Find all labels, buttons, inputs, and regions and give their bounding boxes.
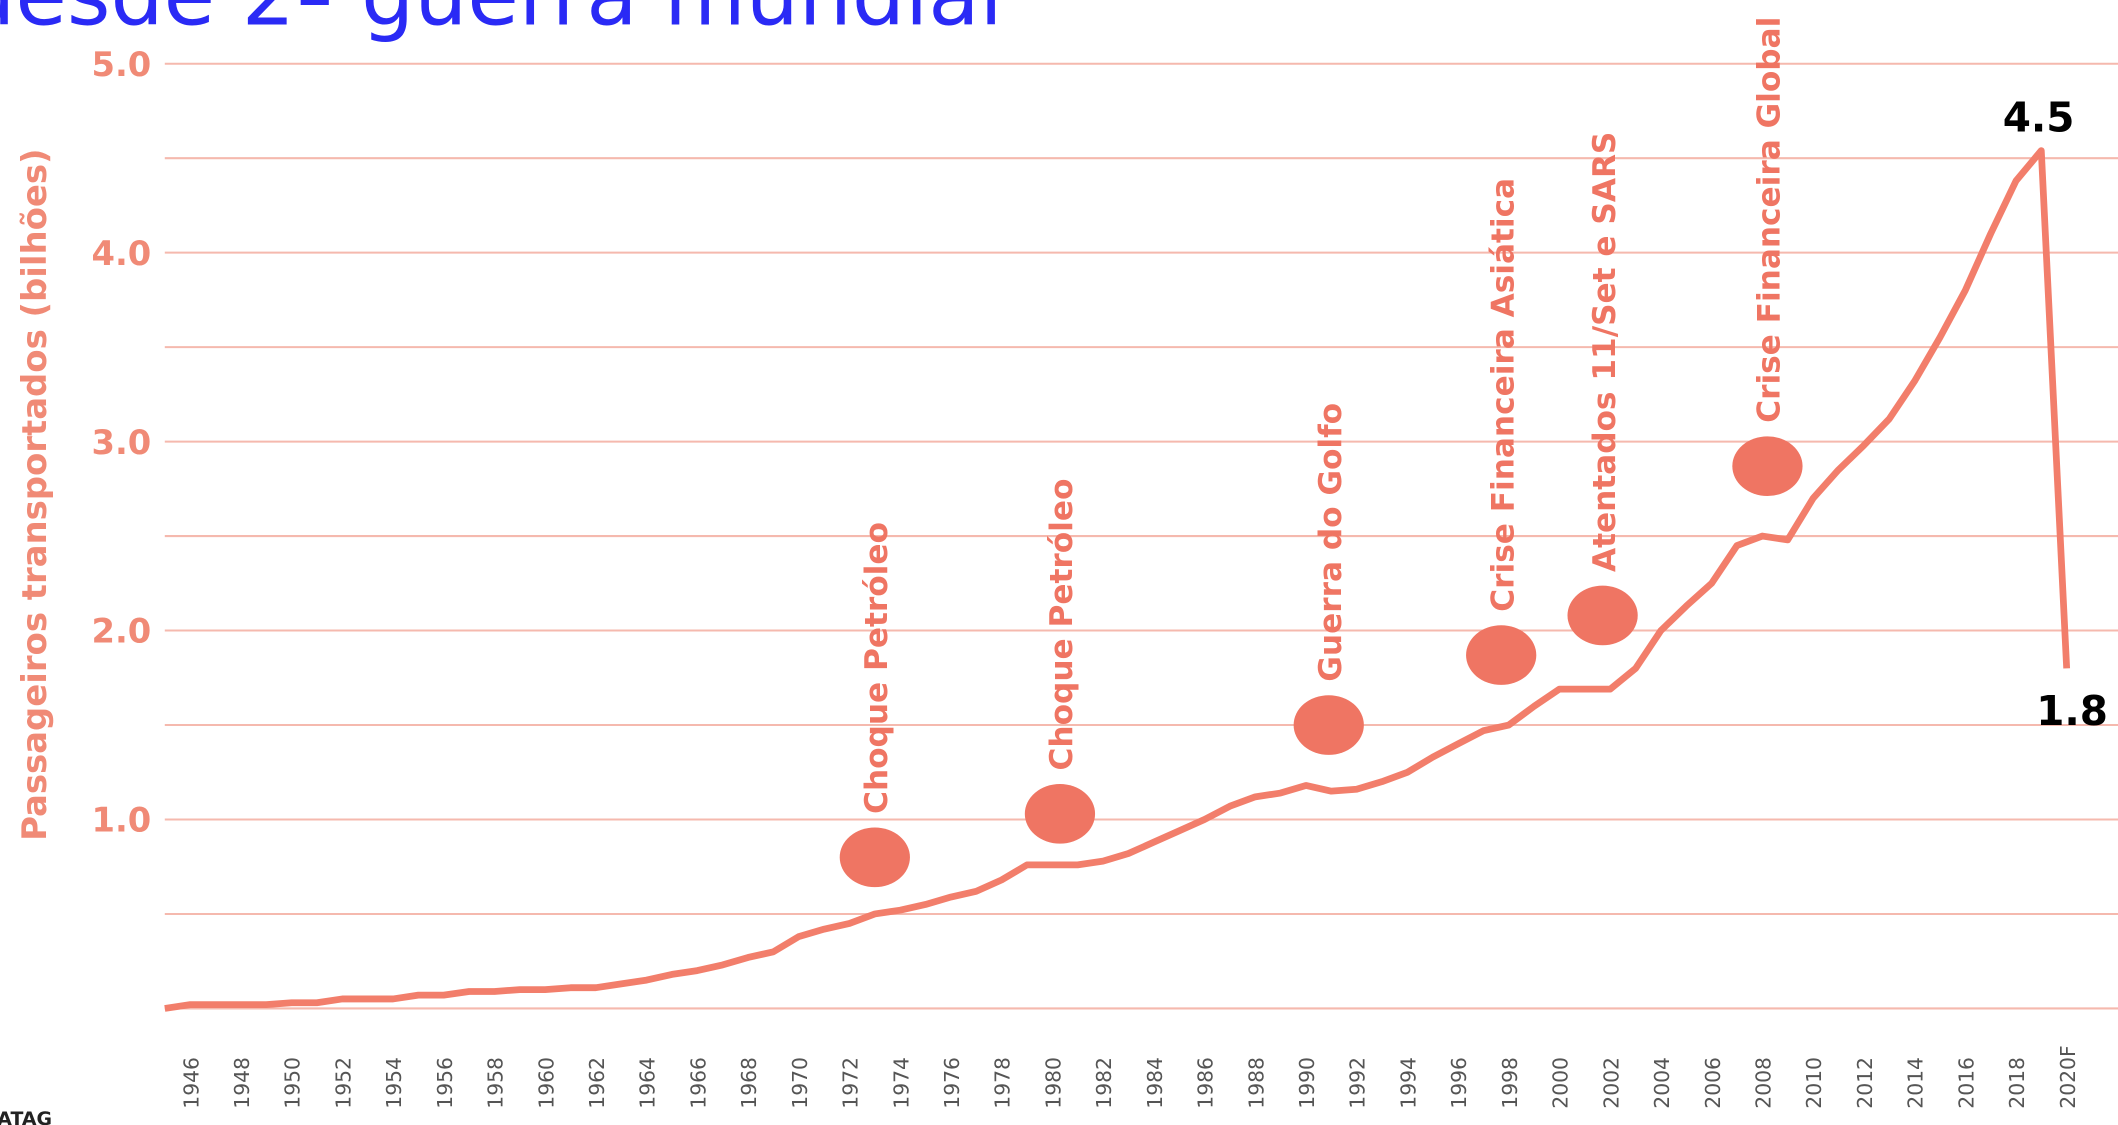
value-label: 1.8 <box>2036 687 2108 735</box>
x-tick-label: 1986 <box>1194 1057 1218 1109</box>
value-label: 4.5 <box>2003 94 2075 142</box>
line <box>164 147 2071 1012</box>
x-tick-label: 1956 <box>433 1057 457 1109</box>
x-tick-label: 2018 <box>2005 1057 2029 1109</box>
event-label: Crise Financeira Asiática <box>1485 178 1521 612</box>
event-label: Guerra do Golfo <box>1313 403 1349 682</box>
x-tick-label: 1954 <box>382 1057 406 1109</box>
x-tick-label: 1978 <box>991 1057 1015 1109</box>
x-tick-label: 1996 <box>1447 1057 1471 1109</box>
x-tick-label: 2016 <box>1954 1057 1978 1109</box>
x-tick-label: 1976 <box>940 1057 964 1109</box>
x-tick-label: 1968 <box>737 1057 761 1109</box>
x-tick-label: 1990 <box>1295 1057 1319 1109</box>
event-label: Crise Financeira Global <box>1752 17 1788 423</box>
x-tick-label: 1970 <box>788 1057 812 1109</box>
source: ATAG <box>0 1108 52 1125</box>
x-tick-label: 2014 <box>1904 1057 1928 1109</box>
event-dot <box>1024 784 1096 844</box>
event-dot <box>1567 585 1638 646</box>
x-tick-label: 1960 <box>534 1057 558 1109</box>
event-dot <box>1466 625 1537 685</box>
event-label: Atentados 11/Set e SARS <box>1587 132 1623 572</box>
y-tick-label: 4.0 <box>91 234 151 273</box>
event-dot <box>1732 436 1803 496</box>
x-tick-label: 2006 <box>1701 1057 1725 1109</box>
x-tick-label: 2012 <box>1853 1057 1877 1109</box>
x-tick-label: 1972 <box>839 1057 863 1109</box>
x-tick-label: 1974 <box>889 1057 913 1109</box>
event-label: Choque Petróleo <box>859 522 895 814</box>
x-tick-label: 1962 <box>585 1057 609 1109</box>
x-tick-label: 1966 <box>686 1057 710 1109</box>
x-tick-label: 1980 <box>1041 1057 1065 1109</box>
x-tick-label: 1946 <box>179 1057 203 1109</box>
x-tick-label: 2020F <box>2056 1045 2080 1108</box>
x-tick-label: 1958 <box>484 1057 508 1109</box>
x-tick-label: 2002 <box>1599 1057 1623 1109</box>
x-tick-label: 1992 <box>1346 1057 1370 1109</box>
x-tick-label: 2010 <box>1802 1057 1826 1109</box>
y-tick-label: 5.0 <box>91 45 151 84</box>
x-tick-label: 2008 <box>1752 1057 1776 1109</box>
x-tick-label: 1948 <box>230 1057 254 1109</box>
event-dot <box>839 827 910 888</box>
x-tick-label: 1988 <box>1244 1057 1268 1109</box>
y-tick-label: 1.0 <box>91 801 151 840</box>
event-dot <box>1293 695 1364 755</box>
y-axis-label: Passageiros transportados (bilhões) <box>15 149 54 841</box>
x-tick-label: 1994 <box>1396 1057 1420 1109</box>
x-tick-label: 1952 <box>331 1057 355 1109</box>
x-tick-label: 1998 <box>1498 1057 1522 1109</box>
event-label: Choque Petróleo <box>1044 479 1080 771</box>
x-tick-label: 1950 <box>281 1057 305 1109</box>
x-tick-label: 1982 <box>1092 1057 1116 1109</box>
x-tick-label: 1964 <box>636 1057 660 1109</box>
x-tick-label: 2004 <box>1650 1057 1674 1109</box>
y-tick-label: 2.0 <box>91 612 151 651</box>
chart-title: desde 2ª guerra mundial <box>0 0 1003 44</box>
x-tick-label: 1984 <box>1143 1057 1167 1109</box>
y-tick-label: 3.0 <box>91 423 151 462</box>
x-tick-label: 2000 <box>1549 1057 1573 1109</box>
